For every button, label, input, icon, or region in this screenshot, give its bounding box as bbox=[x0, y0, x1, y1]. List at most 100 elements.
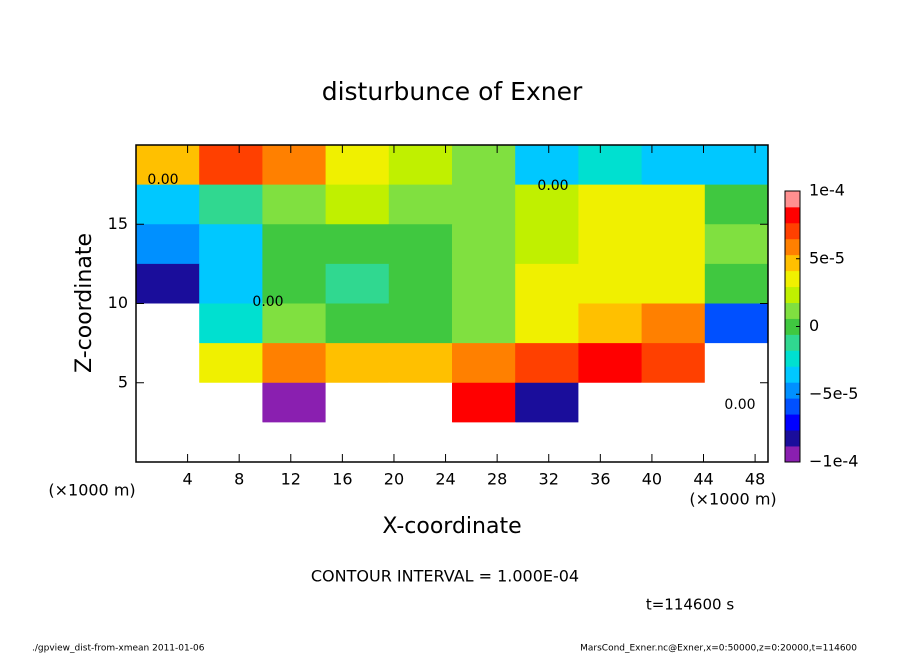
colorbar-swatch bbox=[785, 206, 800, 224]
colorbar-swatch bbox=[785, 238, 800, 256]
colorbar-swatch bbox=[785, 382, 800, 399]
heat-cell bbox=[388, 224, 453, 265]
x-tick-label: 8 bbox=[234, 470, 244, 489]
colorbar-swatch bbox=[785, 254, 800, 272]
heat-cell bbox=[325, 145, 390, 186]
heat-cell bbox=[136, 224, 200, 265]
heat-cell bbox=[641, 303, 706, 344]
heat-cell bbox=[136, 303, 200, 344]
heat-cell bbox=[388, 343, 453, 384]
contour-label: 0.00 bbox=[724, 397, 755, 413]
y-tick-label: 15 bbox=[108, 214, 128, 233]
heat-cell bbox=[515, 224, 579, 265]
heat-cell bbox=[199, 303, 263, 344]
colorbar-swatch bbox=[785, 302, 800, 319]
x-tick-label: 40 bbox=[642, 470, 662, 489]
heat-cell bbox=[136, 184, 200, 225]
heat-cell bbox=[388, 184, 453, 225]
heat-cell bbox=[515, 343, 579, 384]
x-tick-label: 4 bbox=[182, 470, 192, 489]
colorbar-swatch bbox=[785, 414, 800, 431]
heat-cell bbox=[325, 184, 390, 225]
heat-cell bbox=[578, 145, 643, 186]
colorbar-swatch bbox=[785, 191, 800, 208]
heat-cell bbox=[325, 303, 390, 344]
heat-cell bbox=[262, 224, 327, 265]
heat-cell bbox=[325, 263, 390, 304]
heat-cell bbox=[452, 422, 516, 463]
heat-cell bbox=[262, 263, 327, 304]
heat-cell bbox=[136, 145, 200, 186]
colorbar-swatch bbox=[785, 350, 800, 367]
colorbar-tick-label: 5e-5 bbox=[809, 248, 845, 267]
heat-cell bbox=[515, 422, 579, 463]
heat-cell bbox=[578, 224, 643, 265]
heat-cell bbox=[452, 382, 516, 423]
heat-cell bbox=[262, 184, 327, 225]
footer-right: MarsCond_Exner.nc@Exner,x=0:50000,z=0:20… bbox=[580, 644, 857, 654]
contour-label: 0.00 bbox=[252, 294, 283, 310]
heat-cell bbox=[388, 145, 453, 186]
x-tick-label: 24 bbox=[435, 470, 455, 489]
heat-cell bbox=[704, 303, 769, 344]
heat-cell bbox=[515, 303, 579, 344]
heat-cell bbox=[325, 343, 390, 384]
chart-title: disturbunce of Exner bbox=[322, 77, 583, 106]
heat-cell bbox=[515, 184, 579, 225]
x-tick-label: 28 bbox=[487, 470, 507, 489]
contour-interval: CONTOUR INTERVAL = 1.000E-04 bbox=[311, 567, 579, 586]
colorbar-swatch bbox=[785, 366, 800, 383]
heat-cell bbox=[641, 343, 706, 384]
colorbar-tick-label: −5e-5 bbox=[809, 384, 858, 403]
contour-label: 0.00 bbox=[147, 172, 178, 188]
heat-cell bbox=[262, 422, 327, 463]
footer-left: ./gpview_dist-from-xmean 2011-01-06 bbox=[32, 644, 205, 654]
heat-cell bbox=[452, 263, 516, 304]
heat-cell bbox=[704, 343, 769, 384]
heat-cell bbox=[641, 422, 706, 463]
heat-cell bbox=[641, 382, 706, 423]
heat-cell bbox=[515, 263, 579, 304]
x-tick-label: 36 bbox=[590, 470, 610, 489]
y-tick-label: 10 bbox=[108, 293, 128, 312]
heat-cell bbox=[199, 343, 263, 384]
colorbar-swatch bbox=[785, 318, 800, 335]
heat-cell bbox=[136, 343, 200, 384]
heat-cell bbox=[262, 303, 327, 344]
heat-cell bbox=[515, 382, 579, 423]
heat-cell bbox=[578, 303, 643, 344]
heat-cell bbox=[704, 422, 769, 463]
x-tick-label: 12 bbox=[281, 470, 301, 489]
heat-cell bbox=[704, 184, 769, 225]
heat-cell bbox=[452, 224, 516, 265]
heat-cell bbox=[262, 145, 327, 186]
heat-cell bbox=[199, 382, 263, 423]
colorbar-swatch bbox=[785, 222, 800, 240]
heat-cell bbox=[704, 224, 769, 265]
heat-cell bbox=[388, 422, 453, 463]
x-tick-label: 20 bbox=[384, 470, 404, 489]
heat-cell bbox=[704, 263, 769, 304]
heat-cell bbox=[388, 382, 453, 423]
time-label: t=114600 s bbox=[646, 596, 734, 614]
x-tick-label: 48 bbox=[745, 470, 765, 489]
heat-cell bbox=[325, 224, 390, 265]
colorbar-swatch bbox=[785, 446, 800, 463]
heat-cell bbox=[704, 145, 769, 186]
heat-cell bbox=[136, 263, 200, 304]
heat-cell bbox=[578, 422, 643, 463]
heat-cell bbox=[262, 343, 327, 384]
heat-cell bbox=[578, 184, 643, 225]
heat-cell bbox=[199, 184, 263, 225]
heat-cell bbox=[452, 343, 516, 384]
colorbar-swatch bbox=[785, 270, 800, 288]
heat-cell bbox=[452, 145, 516, 186]
x-tick-label: 32 bbox=[539, 470, 559, 489]
heat-cell bbox=[515, 145, 579, 186]
heat-cell bbox=[136, 422, 200, 463]
y-unit: (×1000 m) bbox=[48, 481, 135, 500]
heat-cell bbox=[641, 263, 706, 304]
heat-cell bbox=[325, 382, 390, 423]
heat-cell bbox=[641, 224, 706, 265]
